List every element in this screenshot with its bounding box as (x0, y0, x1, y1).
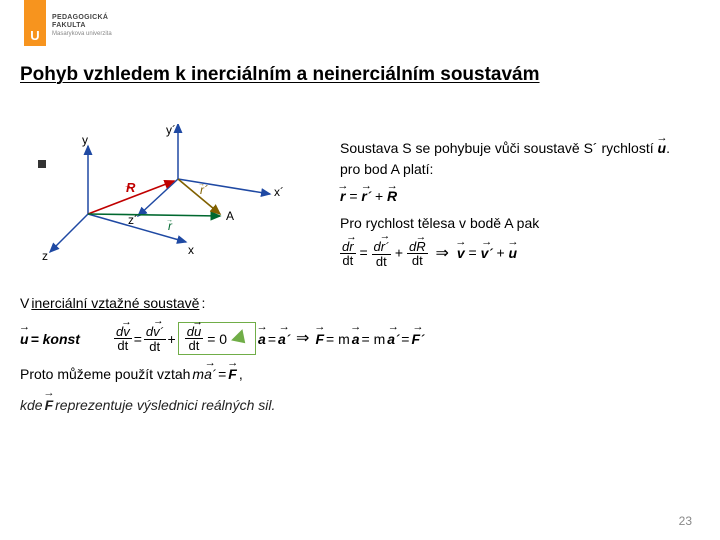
label-yp: y´ (166, 124, 176, 137)
svg-text:→: → (198, 181, 205, 188)
logo-badge: U (24, 0, 46, 46)
lower-block: V inerciální vztažné soustavě: u = konst… (20, 292, 700, 424)
logo: U PEDAGOGICKÁ FAKULTA Masarykova univerz… (24, 0, 112, 46)
label-xp: x´ (274, 185, 284, 199)
page-title: Pohyb vzhledem k inerciálním a neinerciá… (20, 64, 700, 87)
eq-inertial: u = konst dvdt = dv´dt + dudt = 0 a = a´… (20, 322, 700, 355)
final-line: kde F reprezentuje výslednici reálných s… (20, 394, 700, 416)
label-A: A (226, 209, 234, 223)
right-column: Soustava S se pohybuje vůči soustavě S´ … (340, 138, 690, 274)
logo-glyph: U (24, 29, 46, 42)
inertial-heading: V inerciální vztažné soustavě: (20, 292, 700, 314)
eq-r: r = r´ + R (340, 186, 690, 207)
eq-velocity: drdt = dr´dt + dRdt ⇒ v = v´ + u (340, 240, 690, 268)
diagram-svg: y y´ x x´ z z´ A R → r → r´ → (38, 124, 288, 264)
logo-text: PEDAGOGICKÁ FAKULTA Masarykova univerzit… (52, 14, 112, 38)
svg-text:→: → (166, 217, 173, 224)
label-y: y (82, 133, 88, 147)
therefore-line: Proto můžeme použít vztah ma´ = F , (20, 363, 700, 385)
svg-text:→: → (124, 181, 132, 190)
zero-term-box: dudt = 0 (178, 322, 256, 355)
paragraph-2: Pro rychlost tělesa v bodě A pak (340, 213, 690, 234)
label-x: x (188, 243, 194, 257)
paragraph-1: Soustava S se pohybuje vůči soustavě S´ … (340, 138, 690, 180)
reference-frames-diagram: y y´ x x´ z z´ A R → r → r´ → (38, 124, 288, 254)
green-arrow-icon (231, 329, 251, 349)
label-z: z (42, 249, 48, 263)
page-number: 23 (679, 514, 692, 528)
bullet-icon (38, 160, 46, 168)
label-zp: z´ (128, 213, 138, 227)
vec-u: u (658, 138, 667, 159)
